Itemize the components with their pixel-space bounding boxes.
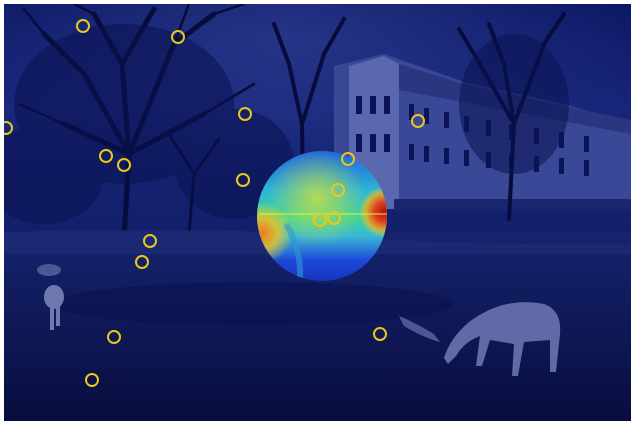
fixation-marker-icon bbox=[341, 152, 355, 166]
fixation-marker-icon bbox=[76, 19, 90, 33]
fixation-marker-icon bbox=[331, 183, 345, 197]
fixation-marker-icon bbox=[4, 121, 13, 135]
fixation-marker-icon bbox=[143, 234, 157, 248]
fixation-marker-icon bbox=[313, 213, 327, 227]
fixation-marker-icon bbox=[373, 327, 387, 341]
fixation-marker-icon bbox=[107, 330, 121, 344]
fixation-marker-icon bbox=[85, 373, 99, 387]
fixation-marker-icon bbox=[171, 30, 185, 44]
fixation-marker-icon bbox=[236, 173, 250, 187]
fixation-marker-icon bbox=[117, 158, 131, 172]
deer-left bbox=[37, 264, 64, 330]
deer-right bbox=[399, 302, 561, 376]
scene-image bbox=[4, 4, 631, 421]
heatmap-disk bbox=[257, 151, 387, 281]
fixation-marker-icon bbox=[327, 211, 341, 225]
fixation-marker-icon bbox=[135, 255, 149, 269]
fixation-marker-icon bbox=[238, 107, 252, 121]
foliage bbox=[4, 24, 569, 224]
fixation-marker-icon bbox=[99, 149, 113, 163]
fixation-marker-icon bbox=[411, 114, 425, 128]
fixation-markers bbox=[4, 19, 425, 387]
